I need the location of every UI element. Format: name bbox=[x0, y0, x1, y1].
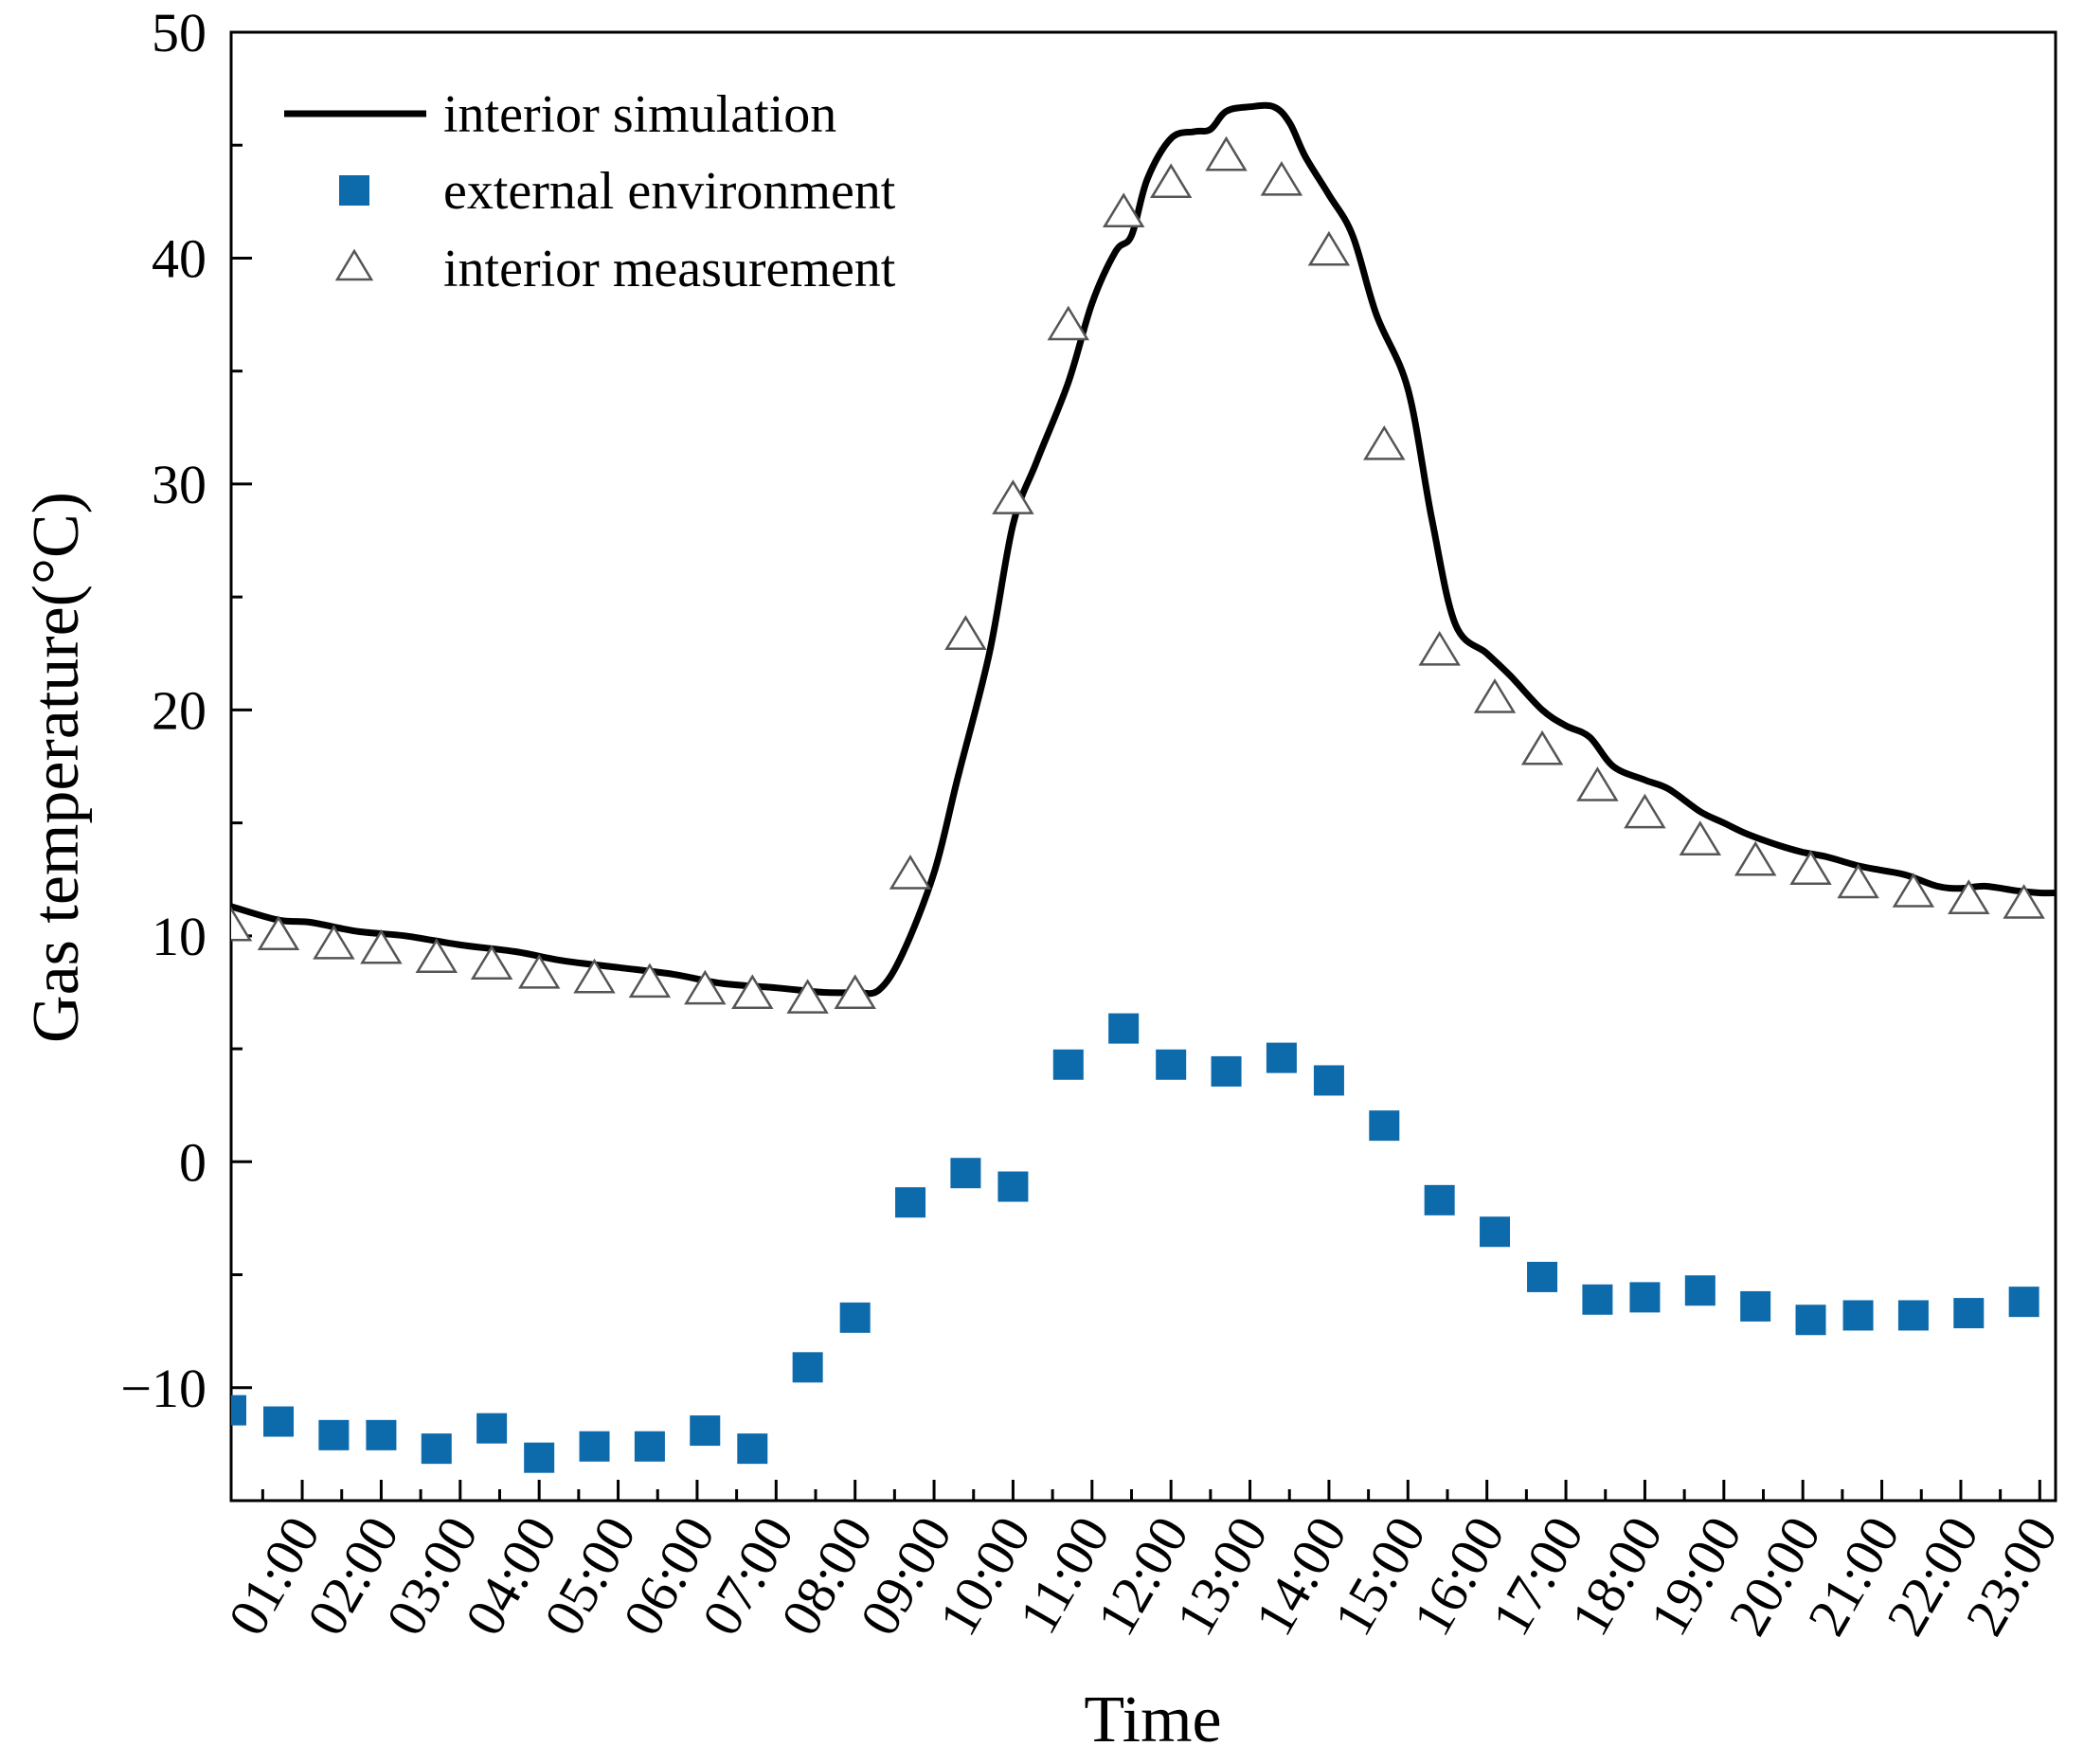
interior-measurement-point bbox=[1047, 305, 1090, 341]
external-environment-point bbox=[421, 1433, 452, 1465]
interior-measurement-point bbox=[1679, 820, 1722, 855]
interior-measurement-point bbox=[1473, 678, 1517, 713]
external-environment-point bbox=[1953, 1298, 1985, 1329]
series-external-environment bbox=[231, 1013, 2039, 1473]
external-environment-point bbox=[318, 1419, 350, 1450]
external-environment-point bbox=[476, 1413, 508, 1444]
interior-measurement-point bbox=[257, 915, 300, 951]
legend-marker-interior-measurement bbox=[334, 248, 374, 281]
interior-measurement-point bbox=[889, 855, 932, 890]
external-environment-point bbox=[1156, 1049, 1187, 1080]
interior-measurement-point bbox=[1892, 873, 1935, 908]
interior-measurement-point bbox=[786, 979, 829, 1014]
external-environment-point bbox=[792, 1352, 823, 1383]
interior-measurement-point bbox=[470, 945, 513, 981]
external-environment-point bbox=[1684, 1275, 1716, 1306]
interior-measurement-point bbox=[1520, 729, 1564, 765]
external-environment-point bbox=[1369, 1110, 1400, 1142]
external-environment-point bbox=[263, 1406, 295, 1437]
series-line-interior-simulation bbox=[231, 101, 2056, 998]
external-environment-point bbox=[1211, 1055, 1242, 1087]
y-tick-label: −10 bbox=[120, 1358, 207, 1419]
legend-marker-external-environment bbox=[339, 175, 369, 206]
interior-measurement-point bbox=[1576, 766, 1619, 801]
y-tick-label: 10 bbox=[152, 906, 207, 967]
interior-measurement-point bbox=[517, 953, 561, 989]
external-environment-point bbox=[895, 1187, 926, 1218]
external-environment-point bbox=[524, 1442, 555, 1473]
series-interior-measurement bbox=[231, 135, 2045, 1014]
y-axis-title: Gas temperature(°C) bbox=[20, 492, 93, 1043]
interior-measurement-point bbox=[313, 924, 355, 960]
external-environment-point bbox=[579, 1431, 610, 1462]
external-environment-point bbox=[1313, 1065, 1344, 1096]
y-tick-label: 50 bbox=[152, 2, 207, 63]
interior-measurement-point bbox=[684, 969, 727, 1005]
legend-label-interior-measurement: interior measurement bbox=[443, 240, 896, 298]
external-environment-point bbox=[1842, 1300, 1874, 1331]
interior-measurement-point bbox=[731, 974, 774, 1010]
interior-measurement-point bbox=[231, 906, 253, 942]
external-environment-point bbox=[690, 1415, 721, 1447]
external-environment-point bbox=[997, 1171, 1029, 1202]
interior-measurement-point bbox=[992, 479, 1034, 514]
external-environment-point bbox=[634, 1431, 665, 1462]
y-tick-label: 40 bbox=[152, 227, 207, 289]
x-axis-title: Time bbox=[1084, 1683, 1221, 1756]
interior-measurement-point bbox=[1307, 230, 1351, 266]
interior-measurement-point bbox=[415, 938, 458, 973]
plot-frame bbox=[229, 30, 2057, 1503]
external-environment-point bbox=[1629, 1282, 1661, 1313]
legend: interior simulation external environment… bbox=[284, 85, 896, 298]
external-environment-point bbox=[1582, 1284, 1613, 1315]
external-environment-point bbox=[1108, 1013, 1140, 1044]
interior-measurement-point bbox=[2003, 884, 2045, 919]
interior-measurement-point bbox=[1624, 793, 1666, 829]
interior-measurement-point bbox=[1948, 879, 1990, 914]
interior-measurement-point bbox=[1789, 850, 1832, 885]
external-environment-point bbox=[1740, 1290, 1771, 1322]
legend-label-external-environment: external environment bbox=[443, 162, 896, 221]
legend-label-interior-simulation: interior simulation bbox=[443, 85, 836, 144]
interior-measurement-point bbox=[1418, 630, 1461, 666]
interior-measurement-point bbox=[944, 615, 987, 650]
x-axis: 01:0002:0003:0004:0005:0006:0007:0008:00… bbox=[216, 1480, 2070, 1646]
interior-measurement-point bbox=[1837, 863, 1879, 899]
interior-measurement-point bbox=[1205, 135, 1248, 171]
external-environment-point bbox=[1266, 1042, 1297, 1073]
external-environment-point bbox=[1052, 1049, 1084, 1080]
external-environment-point bbox=[2008, 1287, 2039, 1318]
interior-measurement-point bbox=[834, 974, 876, 1010]
y-tick-label: 0 bbox=[179, 1131, 207, 1193]
interior-measurement-point bbox=[1363, 424, 1406, 460]
y-tick-label: 30 bbox=[152, 454, 207, 515]
external-environment-point bbox=[231, 1395, 246, 1426]
external-environment-point bbox=[1897, 1300, 1929, 1331]
interior-measurement-point bbox=[573, 958, 616, 994]
external-environment-point bbox=[1795, 1305, 1826, 1336]
external-environment-point bbox=[366, 1419, 397, 1450]
interior-measurement-point bbox=[1734, 840, 1777, 876]
interior-measurement-point bbox=[628, 963, 672, 999]
y-axis: −10 0 10 20 30 40 50 bbox=[120, 2, 252, 1503]
interior-measurement-point bbox=[360, 928, 403, 964]
external-environment-point bbox=[839, 1302, 871, 1333]
external-environment-point bbox=[1527, 1261, 1558, 1292]
interior-measurement-point bbox=[1102, 192, 1145, 228]
external-environment-point bbox=[1424, 1184, 1455, 1215]
interior-measurement-point bbox=[1260, 160, 1303, 196]
y-tick-label: 20 bbox=[152, 679, 207, 741]
interior-measurement-point bbox=[1149, 163, 1193, 199]
external-environment-point bbox=[950, 1158, 981, 1189]
external-environment-point bbox=[1480, 1216, 1511, 1248]
external-environment-point bbox=[737, 1433, 768, 1465]
